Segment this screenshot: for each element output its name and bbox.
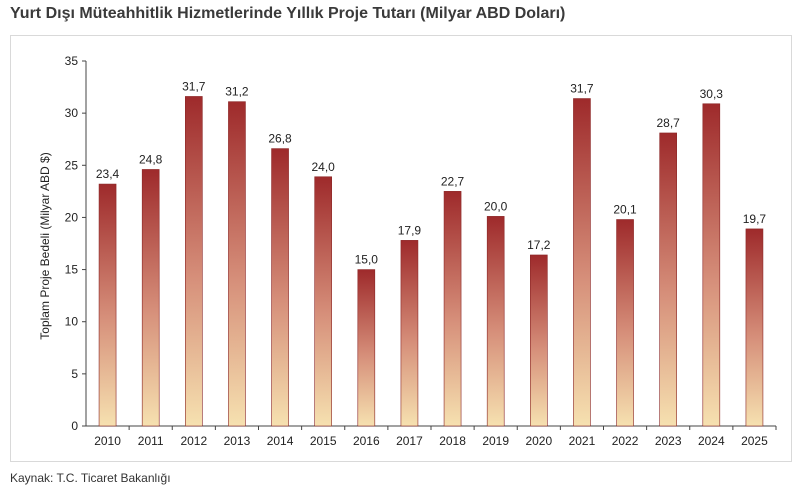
bar-2015 (314, 176, 332, 427)
bar-2011 (141, 169, 160, 427)
x-tick-label: 2024 (698, 434, 725, 448)
bar-2022 (616, 219, 634, 427)
data-label-2011: 24,8 (139, 152, 163, 166)
bar-2013 (228, 101, 246, 427)
x-tick-label: 2022 (612, 434, 639, 448)
x-tick-label: 2018 (439, 434, 466, 448)
y-tick-label: 30 (65, 106, 79, 120)
data-label-2012: 31,7 (182, 79, 206, 93)
x-tick-label: 2014 (267, 434, 294, 448)
data-label-2023: 28,7 (657, 116, 681, 130)
data-label-2025: 19,7 (743, 212, 767, 226)
data-label-2021: 31,7 (570, 82, 594, 96)
bar-2016 (357, 269, 376, 427)
y-tick-label: 15 (65, 263, 79, 277)
data-label-2010: 23,4 (96, 167, 120, 181)
data-label-2022: 20,1 (613, 203, 637, 217)
source-note: Kaynak: T.C. Ticaret Bakanlığı (10, 471, 171, 485)
data-label-2016: 15,0 (355, 253, 379, 267)
data-label-2014: 26,8 (268, 132, 292, 146)
x-tick-label: 2013 (224, 434, 251, 448)
bar-2010 (98, 183, 117, 427)
bar-2017 (400, 240, 419, 427)
bar-2012 (185, 96, 203, 427)
bar-2024 (702, 103, 721, 427)
data-label-2013: 31,2 (225, 85, 249, 99)
bar-chart: Toplam Proje Bedeli (Milyar ABD $) 0 5 10 1… (38, 54, 777, 448)
bar-2023 (659, 132, 677, 427)
x-tick-label: 2011 (138, 434, 164, 448)
y-tick-label: 5 (71, 367, 78, 381)
x-tick-label: 2025 (741, 434, 768, 448)
bar-2025 (745, 228, 764, 427)
x-tick-label: 2016 (353, 434, 380, 448)
x-tick-label: 2015 (310, 434, 337, 448)
x-tick-label: 2012 (180, 434, 207, 448)
y-tick-label: 25 (65, 158, 79, 172)
y-axis-label: Toplam Proje Bedeli (Milyar ABD $) (38, 152, 52, 339)
bar-2019 (486, 216, 505, 427)
data-label-2015: 24,0 (312, 160, 336, 174)
bar-2014 (271, 148, 289, 427)
x-tick-label: 2019 (482, 434, 509, 448)
data-label-2019: 20,0 (484, 199, 508, 213)
x-tick-label: 2020 (525, 434, 552, 448)
y-tick-label: 10 (65, 315, 79, 329)
data-label-2017: 17,9 (398, 223, 422, 237)
bar-2020 (530, 254, 548, 427)
chart-title: Yurt Dışı Müteahhitlik Hizmetlerinde Yıl… (10, 5, 566, 22)
y-tick-label: 0 (71, 419, 78, 433)
chart-container: Toplam Proje Bedeli (Milyar ABD $) 0 5 10 1… (10, 35, 792, 462)
x-tick-label: 2010 (94, 434, 121, 448)
y-tick-label: 20 (65, 210, 79, 224)
bar-2021 (573, 98, 591, 427)
x-tick-label: 2021 (569, 434, 596, 448)
bar-2018 (443, 191, 462, 427)
x-tick-label: 2017 (396, 434, 423, 448)
data-label-2020: 17,2 (527, 238, 551, 252)
data-label-2018: 22,7 (441, 174, 465, 188)
x-tick-label: 2023 (655, 434, 682, 448)
y-tick-label: 35 (65, 54, 79, 68)
data-label-2024: 30,3 (700, 87, 724, 101)
